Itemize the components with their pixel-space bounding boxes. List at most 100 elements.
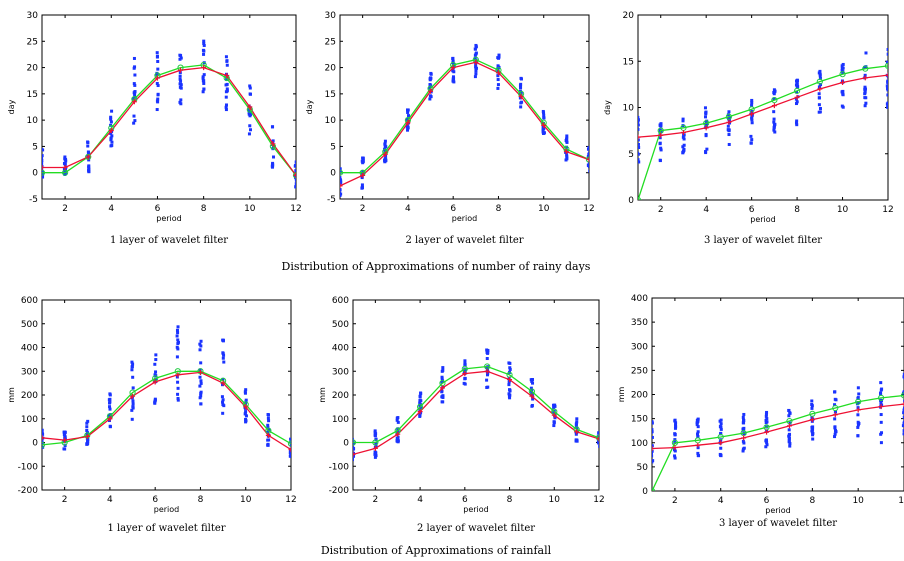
scatter-point (463, 377, 467, 381)
x-axis-label: period (765, 506, 790, 515)
scatter-point (810, 425, 814, 429)
scatter-point (856, 423, 860, 427)
y-tick-label: 15 (27, 90, 38, 100)
y-tick-label: 300 (631, 342, 648, 352)
scatter-point (176, 392, 180, 396)
scatter-point (199, 361, 203, 365)
y-tick-label: 400 (631, 294, 648, 304)
scatter-point (383, 142, 387, 146)
scatter-point (267, 419, 271, 423)
scatter-point (902, 429, 904, 433)
chart-rainy-days-3-layer: 2 4 6 8 10 12 0 5 10 15 20 period day 3 layer of wave… (603, 11, 894, 246)
scatter-point (384, 159, 388, 163)
scatter-point (176, 380, 180, 384)
scatter-point (507, 383, 511, 387)
red-series-marker (718, 440, 724, 446)
scatter-point (63, 155, 67, 159)
scatter-point (42, 163, 44, 167)
scatter-point (519, 90, 523, 94)
red-series-marker (794, 94, 800, 100)
scatter-point (902, 420, 904, 424)
scatter-point (221, 400, 225, 404)
red-series-marker (382, 151, 388, 157)
red-series-marker (695, 442, 701, 448)
scatter-point (696, 435, 700, 439)
scatter-point (373, 430, 377, 434)
scatter-point (451, 59, 455, 63)
red-series-line (42, 66, 296, 176)
scatter-point (638, 127, 640, 131)
scatter-point (772, 123, 776, 127)
scatter-point (361, 156, 365, 160)
scatter-point (552, 424, 556, 428)
scatter-point (473, 56, 477, 60)
scatter-point (810, 404, 814, 408)
red-series-marker (473, 59, 479, 65)
scatter-point (360, 186, 364, 190)
scatter-point (719, 427, 723, 431)
plot-area (651, 297, 904, 492)
x-tick-label: 2 (658, 205, 664, 215)
scatter-point (463, 359, 467, 363)
scatter-point (705, 147, 709, 151)
scatter-point (429, 95, 433, 99)
scatter-point (818, 74, 822, 78)
scatter-point (750, 98, 754, 102)
red-series-line (353, 370, 599, 456)
scatter-point (340, 187, 342, 191)
scatter-point (795, 86, 799, 90)
scatter-point (841, 92, 845, 96)
y-tick-label: 20 (623, 11, 635, 21)
scatter-point (179, 98, 183, 102)
scatter-point (271, 163, 275, 167)
scatter-point (719, 422, 723, 426)
scatter-point (772, 92, 776, 96)
scatter-point (704, 132, 708, 136)
scatter-point (863, 87, 867, 91)
red-series-marker (672, 445, 678, 451)
red-series-marker (529, 393, 535, 399)
scatter-point (863, 65, 867, 69)
scatter-point (42, 431, 44, 435)
y-tick-label: 100 (332, 415, 349, 425)
scatter-point (85, 421, 89, 425)
scatter-point (704, 123, 708, 127)
scatter-point (818, 76, 822, 80)
scatter-point (682, 143, 686, 147)
scatter-point (638, 142, 640, 146)
scatter-point (63, 161, 67, 165)
scatter-point (463, 382, 467, 386)
scatter-point (131, 362, 135, 366)
scatter-point (856, 396, 860, 400)
line-series (638, 62, 888, 200)
scatter-point (597, 431, 599, 435)
scatter-point (817, 71, 821, 75)
y-axis-label: day (7, 99, 16, 114)
scatter-point (42, 170, 45, 174)
scatter-point (395, 416, 399, 420)
scatter-point (87, 167, 91, 171)
red-series-marker (652, 446, 655, 452)
scatter-point (175, 328, 179, 332)
red-series-line (638, 74, 888, 138)
scatter-point (294, 182, 296, 186)
x-tick-label: 4 (108, 204, 114, 214)
scatter-point (289, 454, 291, 458)
plot-area (339, 14, 590, 200)
scatter-point (474, 72, 478, 76)
scatter-point (727, 129, 731, 133)
scatter-point (508, 396, 512, 400)
scatter-point (243, 390, 247, 394)
scatter-point (704, 110, 708, 114)
scatter-point (496, 65, 500, 69)
y-tick-label: -200 (18, 486, 39, 496)
scatter-point (638, 115, 640, 119)
scatter-point (787, 434, 791, 438)
y-axis-label: day (603, 100, 612, 115)
green-series-marker (638, 196, 642, 200)
scatter-point (833, 397, 837, 401)
scatter-point (247, 111, 251, 115)
scatter-point (130, 368, 134, 372)
scatter-point (638, 158, 640, 162)
scatter-point (682, 137, 686, 141)
